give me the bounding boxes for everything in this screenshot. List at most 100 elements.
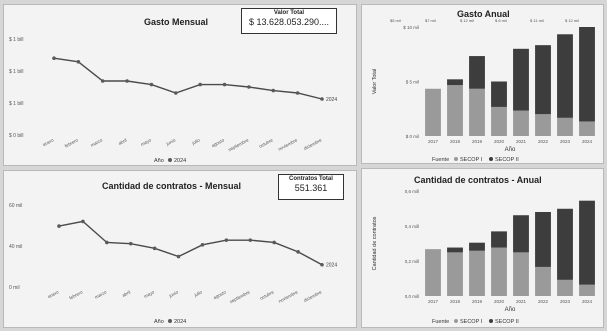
- bar-secop-i: [579, 121, 595, 136]
- data-point: [81, 219, 85, 224]
- contratos-total-label: Contratos Total: [289, 176, 333, 182]
- x-tick-label: febrero: [68, 289, 83, 300]
- legend-marker: [489, 319, 493, 323]
- x-tick-label: mayo: [140, 137, 153, 147]
- x-tick-label: 2023: [560, 139, 571, 144]
- y-tick-label: 0,2 mill: [405, 259, 419, 264]
- bar-secop-ii: [535, 45, 551, 115]
- bar-secop-i: [425, 88, 441, 136]
- contratos-anual-title: Cantidad de contratos - Anual: [414, 175, 542, 185]
- bar-secop-ii: [469, 56, 485, 89]
- bar-secop-i: [579, 284, 595, 296]
- data-point: [174, 91, 178, 95]
- x-tick-label: agosto: [213, 289, 228, 300]
- x-tick-label: abril: [118, 137, 128, 145]
- data-point: [105, 240, 109, 245]
- gasto-anual-title: Gasto Anual: [457, 9, 510, 19]
- legend-title: Año: [154, 158, 164, 164]
- bar-secop-ii: [535, 212, 551, 267]
- y-tick-label: 40 mil: [9, 244, 22, 250]
- x-tick-label: 2024: [582, 139, 593, 144]
- data-point: [76, 60, 81, 64]
- bar-secop-ii: [447, 79, 463, 86]
- contratos-anual-chart: 0,6 mill 0,4 mill 0,2 mill 0,0 mill Cantidad…: [372, 189, 595, 325]
- valor-total-card: Valor Total $ 13.628.053.290....: [241, 8, 337, 34]
- bar-secop-i: [491, 106, 507, 136]
- contratos-anual-panel: Cantidad de contratos - Anual 0,6 mill 0,…: [361, 168, 604, 328]
- bar-secop-ii: [579, 200, 595, 285]
- gasto-anual-chart: $ 10 mil $ 5 mil $ 0 mil Valor Total 2017 201…: [372, 18, 595, 163]
- data-point: [128, 241, 133, 246]
- y-tick-label: 0,6 mill: [405, 189, 419, 194]
- data-point: [125, 79, 129, 83]
- data-point: [247, 85, 251, 89]
- legend-marker: [454, 319, 458, 323]
- bar-secop-i: [557, 279, 573, 296]
- series-line: [58, 220, 323, 266]
- top-data-label: $5 mil: [390, 18, 401, 23]
- top-data-label: $ 6 mil: [495, 18, 507, 23]
- x-tick-label: 2024: [582, 299, 593, 304]
- x-tick-label: septiembre: [229, 289, 251, 304]
- data-point: [320, 262, 324, 267]
- data-point: [198, 82, 202, 87]
- legend-marker: [454, 157, 458, 161]
- data-point: [222, 82, 227, 87]
- x-tick-label: octubre: [259, 289, 275, 301]
- legend-label: SECOP I: [460, 157, 483, 163]
- data-point: [320, 97, 324, 101]
- data-point: [149, 82, 154, 87]
- bar-secop-i: [513, 110, 529, 136]
- gasto-anual-panel: Gasto Anual $ 10 mil $ 5 mil $ 0 mil Valor …: [361, 4, 604, 164]
- gasto-mensual-chart: $ 1 bill $ 1 bill $ 1 bill $ 0 bill 2024 ener…: [9, 37, 337, 164]
- contratos-mensual-chart: 60 mil 40 mil 0 mil 2024 enero febrero marzo ab…: [9, 203, 337, 325]
- data-point: [248, 238, 253, 242]
- bar-secop-i: [469, 250, 485, 296]
- x-tick-label: 2019: [472, 139, 483, 144]
- valor-total-label: Valor Total: [273, 10, 305, 16]
- x-tick-label: enero: [47, 289, 60, 299]
- x-tick-label: diciembre: [303, 289, 323, 303]
- bar-secop-ii: [513, 215, 529, 253]
- legend-label: SECOP I: [460, 319, 483, 325]
- gasto-mensual-title: Gasto Mensual: [144, 17, 209, 27]
- x-tick-label: marzo: [90, 137, 104, 148]
- bar-secop-i: [535, 266, 551, 296]
- x-tick-label: marzo: [94, 289, 108, 300]
- top-data-label: $ 12 mil: [460, 18, 474, 23]
- x-tick-label: 2021: [516, 299, 527, 304]
- legend-title: Año: [154, 319, 164, 325]
- series-line: [53, 57, 323, 100]
- data-point: [224, 238, 229, 242]
- x-tick-label: enero: [42, 137, 55, 147]
- data-point: [152, 246, 157, 251]
- x-tick-label: junio: [167, 289, 179, 299]
- series-end-label: 2024: [326, 97, 337, 103]
- x-tick-label: agosto: [211, 137, 226, 148]
- bar-secop-ii: [557, 34, 573, 118]
- data-point: [272, 240, 276, 245]
- bar-secop-i: [491, 247, 507, 296]
- x-tick-label: julio: [193, 289, 204, 298]
- legend-label: 2024: [174, 158, 186, 164]
- contratos-mensual-panel: Cantidad de contratos - Mensual Contrato…: [3, 170, 357, 328]
- x-tick-label: 2019: [472, 299, 483, 304]
- x-tick-label: julio: [190, 137, 201, 146]
- legend-marker: [168, 319, 172, 323]
- x-tick-label: 2023: [560, 299, 571, 304]
- gasto-mensual-panel: Gasto Mensual Valor Total $ 13.628.053.2…: [3, 4, 357, 166]
- bar-secop-ii: [513, 48, 529, 111]
- y-tick-label: $ 0 bill: [9, 133, 23, 139]
- y-tick-label: 0,4 mill: [405, 224, 419, 229]
- data-point: [200, 243, 205, 247]
- legend-marker: [489, 157, 493, 161]
- contratos-total-value: 551.361: [294, 183, 328, 193]
- bar-secop-i: [447, 85, 463, 136]
- bar-secop-ii: [579, 27, 595, 122]
- data-point: [296, 250, 300, 254]
- y-tick-label: 60 mil: [9, 203, 22, 209]
- bar-secop-ii: [491, 231, 507, 248]
- x-tick-label: noviembre: [277, 137, 298, 152]
- x-tick-label: 2021: [516, 139, 527, 144]
- y-tick-label: $ 0 mil: [406, 134, 419, 139]
